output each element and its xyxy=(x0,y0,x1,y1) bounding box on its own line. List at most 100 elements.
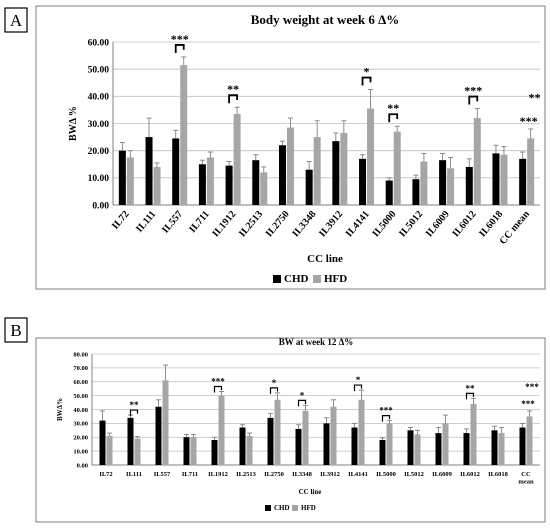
significance-bracket xyxy=(228,94,238,104)
x-tick-label: IL557 xyxy=(154,471,171,478)
y-tick-label: 70.00 xyxy=(73,365,88,372)
significance-bracket xyxy=(213,385,223,393)
significance-stars: *** xyxy=(171,32,189,46)
bar-hfd xyxy=(246,435,253,465)
legend-label-hfd: HFD xyxy=(301,504,316,512)
y-tick-label: 20.00 xyxy=(88,147,110,157)
y-tick-label: 20.00 xyxy=(73,435,88,442)
bar-hfd xyxy=(206,157,214,205)
bar-chd xyxy=(323,423,330,465)
significance-stars: ** xyxy=(529,90,541,104)
x-tick-label: IL557 xyxy=(160,209,185,236)
bar-chd xyxy=(183,437,190,465)
x-tick-label: IL6009 xyxy=(424,209,452,239)
significance-bracket xyxy=(468,95,479,105)
x-tick-label: IL6012 xyxy=(451,209,479,239)
panel-b-frame xyxy=(35,337,546,523)
y-tick-label: 10.00 xyxy=(73,448,88,455)
bar-hfd xyxy=(340,133,348,205)
chart-title: BW at week 12 Δ% xyxy=(279,337,353,347)
bar-hfd xyxy=(420,161,428,205)
significance-stars: ** xyxy=(466,383,476,393)
bar-chd xyxy=(439,160,447,205)
chart-title: Body weight at week 6 Δ% xyxy=(251,12,400,27)
significance-stars: *** xyxy=(520,114,538,128)
panel-a-label: A xyxy=(10,11,23,30)
bar-hfd xyxy=(134,438,141,465)
significance-bracket xyxy=(297,399,307,407)
panel-a-label-box xyxy=(4,7,28,33)
bar-chd xyxy=(267,417,274,465)
x-tick-label: IL4141 xyxy=(348,471,368,478)
bar-chd xyxy=(465,166,473,205)
bar-hfd xyxy=(286,127,294,205)
bar-hfd xyxy=(367,108,375,205)
bar-hfd xyxy=(498,433,505,465)
bar-chd xyxy=(198,164,206,205)
bar-hfd xyxy=(473,118,481,205)
bar-hfd xyxy=(126,157,134,205)
bar-chd xyxy=(332,141,340,205)
bar-hfd xyxy=(393,131,401,205)
x-tick-label: IL1912 xyxy=(210,209,238,239)
x-tick-label: IL3348 xyxy=(292,471,313,478)
bar-chd xyxy=(491,430,498,465)
y-tick-label: 10.00 xyxy=(88,174,110,184)
bar-hfd xyxy=(218,395,225,465)
bar-hfd xyxy=(302,410,309,465)
bar-hfd xyxy=(313,137,321,205)
bar-chd xyxy=(492,153,500,205)
bar-chd xyxy=(351,427,358,465)
bar-chd xyxy=(359,158,367,205)
legend-label-hfd: HFD xyxy=(324,273,347,285)
x-tick-label: IL111 xyxy=(126,471,142,478)
bar-chd xyxy=(519,158,527,205)
bar-hfd xyxy=(180,65,188,205)
y-tick-label: 0.00 xyxy=(77,462,88,469)
y-tick-label: 60.00 xyxy=(73,379,88,386)
y-tick-label: 80.00 xyxy=(73,351,88,358)
significance-stars: * xyxy=(300,390,305,400)
panel-b-label: B xyxy=(10,321,21,340)
x-tick-label: IL2750 xyxy=(264,209,292,239)
bar-chd xyxy=(155,406,162,465)
x-tick-label: IL1912 xyxy=(208,471,228,478)
significance-stars: * xyxy=(364,65,370,79)
bar-chd xyxy=(278,145,286,205)
x-tick-label: IL3912 xyxy=(320,471,340,478)
bar-chd xyxy=(118,150,126,205)
significance-bracket xyxy=(353,384,363,392)
bar-hfd xyxy=(190,437,197,465)
bar-chd xyxy=(463,433,470,465)
legend-label-chd: CHD xyxy=(274,504,290,512)
y-tick-label: 30.00 xyxy=(88,120,110,130)
significance-bracket xyxy=(388,113,399,123)
legend-swatch-hfd xyxy=(292,505,298,511)
bar-chd xyxy=(172,138,180,205)
y-tick-label: 30.00 xyxy=(73,421,88,428)
x-tick-label: IL5012 xyxy=(404,471,424,478)
bar-hfd xyxy=(414,434,421,465)
bar-hfd xyxy=(162,380,169,465)
x-tick-label: IL5000 xyxy=(370,209,398,239)
x-tick-label: IL6012 xyxy=(460,471,480,478)
bar-chd xyxy=(225,165,233,205)
bar-chd xyxy=(252,160,260,205)
legend-label-chd: CHD xyxy=(284,273,309,285)
x-tick-label: IL2513 xyxy=(237,209,265,239)
bar-chd xyxy=(239,427,246,465)
x-tick-label: IL5000 xyxy=(376,471,396,478)
bar-hfd xyxy=(386,423,393,465)
x-tick-label: IL72 xyxy=(99,471,112,478)
significance-stars: * xyxy=(356,375,361,385)
bar-hfd xyxy=(447,168,455,205)
y-axis-label: BWΔ % xyxy=(68,106,79,141)
bar-chd xyxy=(435,433,442,465)
bar-hfd xyxy=(274,399,281,465)
x-tick-label: IL711 xyxy=(182,471,198,478)
significance-stars: *** xyxy=(464,84,482,98)
y-axis-label: BWΔ% xyxy=(56,398,64,421)
x-tick-label: IL5012 xyxy=(397,209,425,239)
panel-b-label-box xyxy=(4,317,28,343)
significance-stars: ** xyxy=(387,101,399,115)
